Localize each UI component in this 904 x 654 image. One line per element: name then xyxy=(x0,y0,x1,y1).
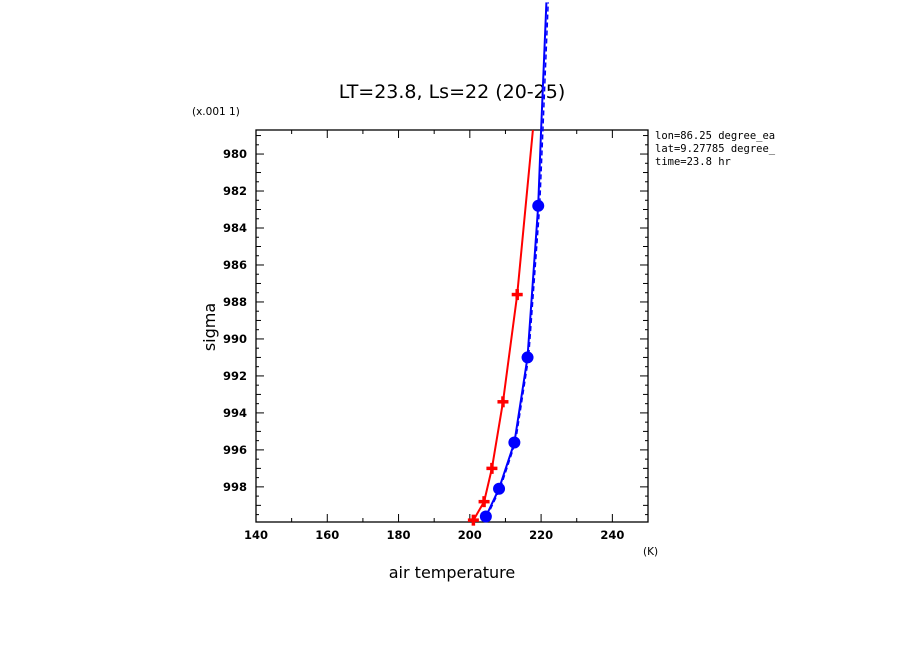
x-tick-label: 200 xyxy=(458,528,482,542)
series-1-point xyxy=(486,462,498,474)
x-tick-label: 160 xyxy=(315,528,339,542)
series-line-1 xyxy=(472,129,534,521)
y-tick-label: 984 xyxy=(223,221,247,235)
series-2-point xyxy=(521,351,534,364)
info-lon: lon=86.25 degree_ea xyxy=(655,130,775,142)
series-1-point xyxy=(497,396,509,408)
chart-title: LT=23.8, Ls=22 (20-25) xyxy=(339,81,566,103)
series-2-point xyxy=(508,436,521,449)
y-scale-note: (x.001 1) xyxy=(192,106,240,118)
plot-frame xyxy=(255,129,649,523)
x-tick-label: 220 xyxy=(529,528,553,542)
y-tick-label: 986 xyxy=(223,258,247,272)
data-series xyxy=(467,2,549,526)
y-tick-label: 988 xyxy=(223,295,247,309)
series-2-point xyxy=(493,482,506,495)
series-1-point xyxy=(478,496,490,508)
series-2-point xyxy=(479,510,492,523)
x-tick-label: 140 xyxy=(244,528,268,542)
y-axis-label: sigma xyxy=(200,303,219,351)
series-1-point xyxy=(511,289,523,301)
series-1-point xyxy=(467,514,479,526)
x-unit-label: (K) xyxy=(643,546,658,558)
y-tick-label: 980 xyxy=(223,147,247,161)
y-tick-label: 982 xyxy=(223,184,247,198)
info-lat: lat=9.27785 degree_ xyxy=(655,143,776,155)
x-tick-label: 240 xyxy=(600,528,624,542)
series-2-point xyxy=(532,199,545,212)
info-time: time=23.8 hr xyxy=(655,156,731,168)
y-tick-label: 996 xyxy=(223,443,247,457)
y-tick-label: 990 xyxy=(223,332,247,346)
x-axis-label: air temperature xyxy=(389,563,515,582)
axes-ticks: 140 160 180 200 220 240 980 982 984 986 988 990 992 9… xyxy=(223,130,649,542)
y-tick-label: 992 xyxy=(223,369,247,383)
y-tick-label: 994 xyxy=(223,406,247,420)
x-tick-label: 180 xyxy=(387,528,411,542)
series-line-3 xyxy=(486,2,549,517)
y-tick-label: 998 xyxy=(223,480,247,494)
